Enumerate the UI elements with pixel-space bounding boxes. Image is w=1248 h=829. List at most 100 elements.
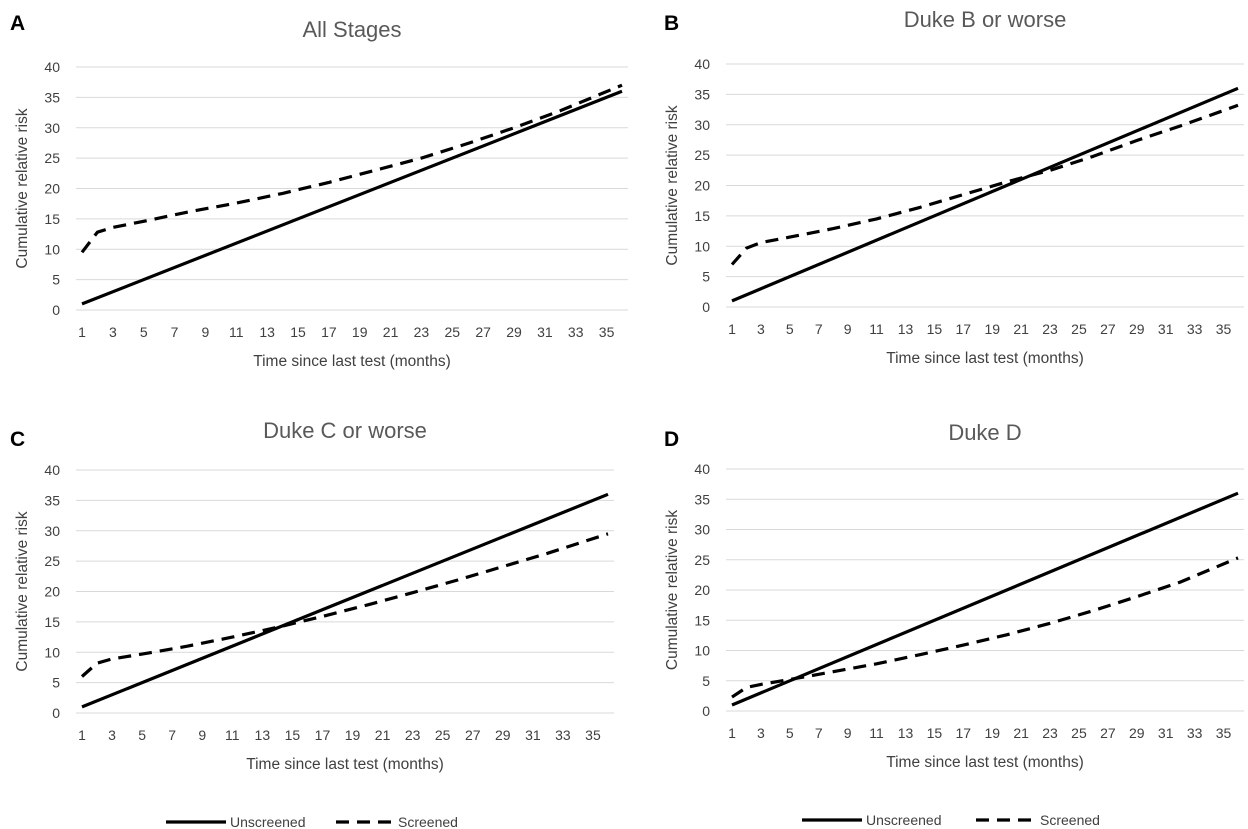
x-tick-label: 25 (1071, 725, 1087, 741)
x-tick-label: 11 (869, 725, 884, 741)
legend-unscreened-label: Unscreened (866, 812, 942, 828)
y-tick-label: 30 (44, 120, 60, 136)
x-tick-label: 3 (108, 727, 116, 743)
x-axis-label: Time since last test (months) (886, 754, 1084, 771)
y-tick-label: 35 (44, 492, 60, 508)
x-tick-label: 9 (202, 324, 210, 340)
y-tick-label: 15 (44, 211, 60, 227)
y-tick-label: 40 (694, 56, 710, 72)
panel-letter: B (664, 12, 679, 35)
x-tick-label: 31 (537, 324, 553, 340)
x-tick-label: 3 (757, 725, 765, 741)
series-line-unscreened (81, 89, 623, 306)
x-tick-label: 19 (984, 725, 1000, 741)
x-tick-label: 35 (1216, 725, 1232, 741)
x-tick-label: 15 (927, 725, 943, 741)
x-tick-label: 1 (78, 324, 86, 340)
y-axis-label: Cumulative relative risk (14, 108, 31, 268)
x-tick-label: 9 (844, 321, 852, 337)
y-axis-label: Cumulative relative risk (14, 511, 31, 671)
y-tick-label: 20 (44, 181, 60, 197)
y-tick-label: 40 (44, 59, 60, 75)
x-tick-label: 19 (984, 321, 1000, 337)
x-tick-label: 33 (1187, 321, 1203, 337)
x-tick-label: 29 (1129, 321, 1145, 337)
y-tick-label: 10 (694, 238, 710, 254)
panel-letter: C (10, 428, 25, 451)
y-tick-label: 30 (44, 523, 60, 539)
legend-unscreened-label: Unscreened (230, 814, 306, 829)
y-tick-label: 5 (52, 272, 60, 288)
y-tick-label: 35 (694, 86, 710, 102)
x-tick-label: 35 (1216, 321, 1232, 337)
x-tick-label: 27 (475, 324, 491, 340)
y-tick-label: 10 (694, 643, 710, 659)
y-tick-label: 10 (44, 644, 60, 660)
legend-left: Unscreened Screened (166, 814, 458, 829)
x-tick-label: 5 (786, 321, 794, 337)
x-axis-label: Time since last test (months) (886, 350, 1084, 367)
chart-title: All Stages (302, 17, 401, 42)
x-tick-label: 21 (1013, 725, 1029, 741)
x-tick-label: 1 (728, 725, 736, 741)
x-tick-label: 11 (225, 727, 240, 743)
x-axis-label: Time since last test (months) (253, 353, 451, 370)
x-tick-label: 7 (171, 324, 179, 340)
x-tick-label: 1 (78, 727, 86, 743)
panel-letter: D (664, 428, 679, 451)
y-tick-label: 20 (44, 584, 60, 600)
series-line-unscreened (731, 491, 1239, 707)
x-tick-label: 31 (1158, 725, 1174, 741)
x-tick-label: 17 (956, 321, 972, 337)
series-line-screened (80, 83, 623, 254)
panel-letter: A (10, 12, 25, 35)
x-tick-label: 11 (229, 324, 244, 340)
x-axis-label: Time since last test (months) (246, 756, 444, 773)
y-tick-label: 25 (44, 150, 60, 166)
x-tick-label: 23 (1042, 321, 1058, 337)
x-tick-label: 25 (444, 324, 460, 340)
legend-right: Unscreened Screened (802, 812, 1100, 828)
x-tick-label: 31 (1158, 321, 1174, 337)
legend-screened-label: Screened (1040, 812, 1100, 828)
x-tick-label: 35 (585, 727, 601, 743)
x-tick-label: 31 (525, 727, 541, 743)
x-tick-label: 7 (168, 727, 176, 743)
x-tick-label: 7 (815, 725, 823, 741)
x-tick-label: 1 (728, 321, 736, 337)
x-tick-label: 13 (898, 321, 914, 337)
x-tick-label: 19 (345, 727, 361, 743)
x-tick-label: 19 (352, 324, 368, 340)
x-tick-label: 27 (1100, 725, 1116, 741)
x-tick-label: 27 (465, 727, 481, 743)
x-tick-label: 33 (1187, 725, 1203, 741)
y-tick-label: 20 (694, 582, 710, 598)
series-line-screened (80, 532, 609, 678)
y-tick-label: 30 (694, 522, 710, 538)
y-tick-label: 15 (694, 208, 710, 224)
x-tick-label: 11 (869, 321, 884, 337)
chart-title: Duke D (948, 420, 1021, 445)
y-tick-label: 35 (694, 491, 710, 507)
y-tick-label: 30 (694, 117, 710, 133)
x-tick-label: 29 (495, 727, 511, 743)
x-tick-label: 3 (109, 324, 117, 340)
y-tick-label: 25 (694, 147, 710, 163)
x-tick-label: 35 (599, 324, 615, 340)
chart-title: Duke C or worse (263, 418, 427, 443)
y-tick-label: 40 (44, 462, 60, 478)
x-tick-label: 33 (555, 727, 571, 743)
x-tick-label: 21 (1013, 321, 1029, 337)
y-tick-label: 20 (694, 178, 710, 194)
y-tick-label: 0 (52, 705, 60, 721)
y-tick-label: 40 (694, 461, 710, 477)
x-tick-label: 29 (506, 324, 522, 340)
y-tick-label: 5 (702, 673, 710, 689)
x-tick-label: 5 (140, 324, 148, 340)
x-tick-label: 9 (198, 727, 206, 743)
series-line-unscreened (81, 492, 609, 709)
